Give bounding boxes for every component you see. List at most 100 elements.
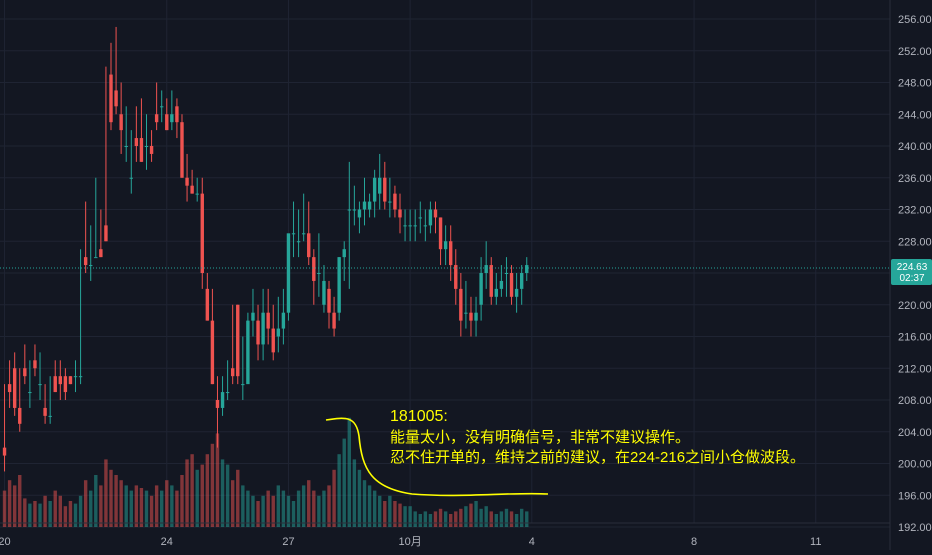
candle[interactable] (94, 177, 98, 259)
candle[interactable] (225, 360, 230, 400)
candle[interactable] (514, 273, 519, 313)
candle[interactable] (175, 98, 179, 139)
candle[interactable] (276, 296, 281, 353)
candle[interactable] (489, 257, 493, 305)
candle[interactable] (347, 161, 351, 289)
candle[interactable] (337, 257, 341, 321)
candle[interactable] (403, 209, 407, 242)
candle[interactable] (251, 288, 255, 337)
candle[interactable] (296, 209, 301, 258)
candle[interactable] (388, 177, 392, 218)
candle[interactable] (352, 185, 357, 226)
candle[interactable] (307, 201, 311, 266)
candle[interactable] (286, 233, 291, 321)
candles[interactable] (2, 26, 529, 472)
candle[interactable] (134, 106, 139, 162)
candle[interactable] (43, 384, 47, 424)
price-axis[interactable]: 256.00 252.00 248.00 244.00 240.00 236.00 232.… (898, 14, 932, 534)
candle[interactable] (236, 304, 240, 385)
candle[interactable] (428, 201, 433, 234)
candle[interactable] (220, 376, 225, 416)
candle[interactable] (301, 193, 306, 242)
candle[interactable] (99, 209, 103, 258)
candle[interactable] (28, 360, 32, 408)
candle[interactable] (504, 257, 509, 297)
candle[interactable] (438, 217, 443, 266)
candle[interactable] (322, 265, 326, 313)
candle[interactable] (423, 209, 428, 242)
candle[interactable] (484, 241, 488, 289)
candle[interactable] (139, 98, 144, 162)
candle[interactable] (160, 90, 164, 123)
candle[interactable] (73, 360, 78, 393)
candle[interactable] (464, 280, 468, 329)
candle[interactable] (23, 344, 27, 385)
candle[interactable] (525, 257, 529, 281)
candle[interactable] (165, 98, 169, 131)
candle[interactable] (332, 296, 336, 337)
candle[interactable] (18, 368, 22, 432)
candle[interactable] (469, 296, 473, 337)
candle[interactable] (129, 130, 133, 194)
candle[interactable] (383, 161, 387, 210)
candle[interactable] (454, 249, 458, 305)
candle[interactable] (256, 304, 260, 361)
candle[interactable] (433, 201, 438, 234)
candle[interactable] (104, 66, 108, 242)
candle[interactable] (327, 280, 331, 329)
candle[interactable] (291, 201, 296, 258)
candle[interactable] (408, 209, 412, 242)
candle[interactable] (124, 106, 128, 162)
candle[interactable] (83, 201, 88, 273)
candle[interactable] (393, 185, 397, 218)
candle[interactable] (78, 249, 83, 385)
candle[interactable] (58, 360, 63, 400)
candle[interactable] (418, 201, 422, 234)
candle[interactable] (109, 42, 113, 131)
candle[interactable] (215, 376, 220, 448)
candle[interactable] (33, 344, 37, 377)
candle[interactable] (68, 376, 73, 385)
candle[interactable] (494, 273, 499, 305)
candle[interactable] (266, 288, 270, 345)
candle[interactable] (357, 201, 362, 234)
candle[interactable] (342, 241, 346, 281)
candle[interactable] (38, 352, 42, 400)
candle[interactable] (448, 225, 453, 281)
candle[interactable] (246, 312, 250, 385)
candle[interactable] (281, 288, 286, 345)
candle[interactable] (271, 304, 275, 361)
candle[interactable] (200, 177, 204, 289)
candle[interactable] (398, 193, 402, 234)
candle[interactable] (312, 249, 316, 305)
candle[interactable] (499, 265, 504, 297)
candle[interactable] (2, 384, 7, 472)
candle[interactable] (149, 130, 154, 162)
candle[interactable] (114, 26, 118, 115)
candle[interactable] (474, 296, 478, 337)
candle[interactable] (372, 169, 377, 218)
candle[interactable] (63, 368, 68, 400)
candle[interactable] (479, 257, 483, 321)
candle[interactable] (317, 233, 321, 297)
candle[interactable] (205, 273, 210, 321)
candle[interactable] (413, 209, 417, 242)
candle[interactable] (89, 225, 93, 281)
candle[interactable] (119, 82, 123, 154)
candle[interactable] (378, 153, 382, 210)
candle[interactable] (210, 288, 215, 385)
candle[interactable] (367, 193, 372, 218)
candle[interactable] (195, 177, 199, 202)
candle[interactable] (170, 90, 174, 131)
candle[interactable] (509, 265, 514, 305)
candle[interactable] (180, 114, 184, 178)
candle[interactable] (7, 360, 12, 408)
candle[interactable] (53, 360, 57, 393)
candle[interactable] (230, 304, 235, 385)
candle[interactable] (185, 153, 189, 202)
candle[interactable] (459, 273, 463, 337)
candle[interactable] (362, 177, 367, 226)
candle[interactable] (261, 288, 265, 361)
